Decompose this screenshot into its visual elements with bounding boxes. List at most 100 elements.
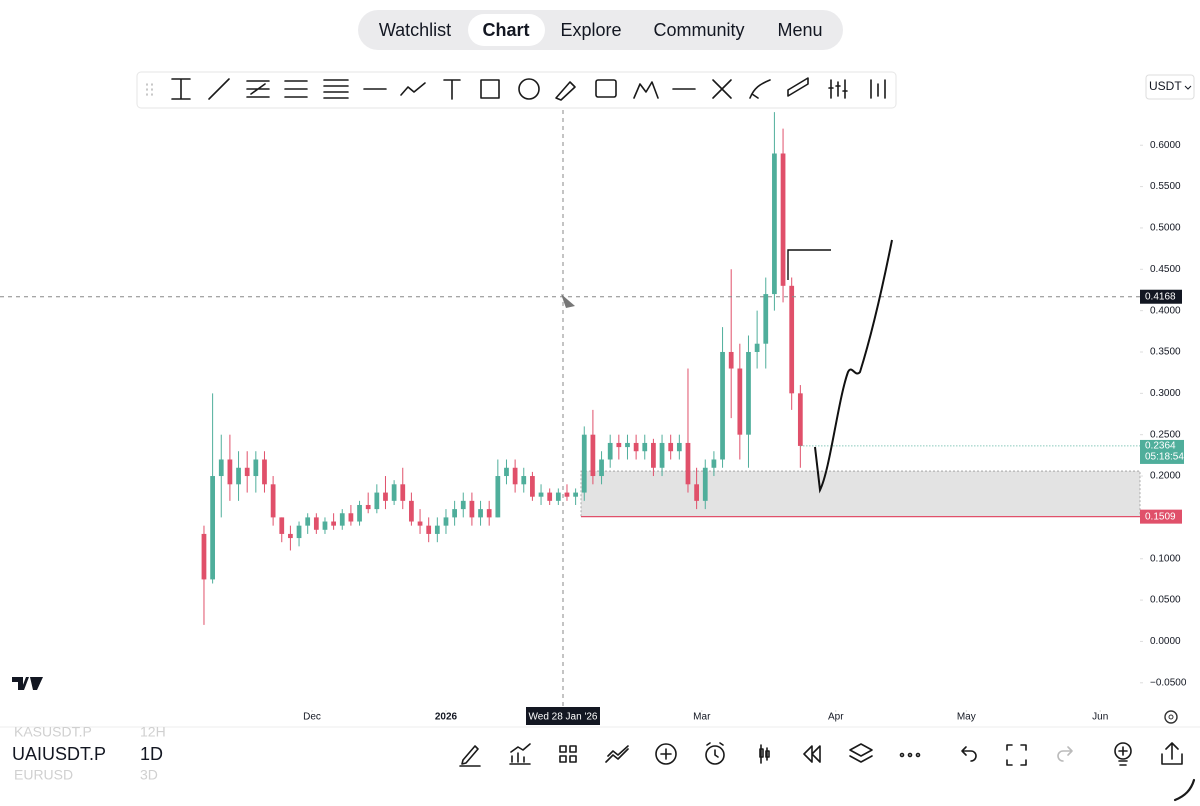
candle-body	[452, 509, 457, 518]
y-tick-label: 0.1000	[1150, 553, 1181, 564]
chart-type-button[interactable]	[759, 744, 770, 764]
currency[interactable]: USDT	[1149, 79, 1182, 93]
y-tick-label: 0.5500	[1150, 181, 1181, 192]
candle-body	[763, 294, 769, 344]
tool[interactable]	[828, 79, 848, 99]
currency-select[interactable]	[1145, 74, 1195, 100]
tool[interactable]	[208, 78, 230, 100]
layout-button[interactable]	[559, 745, 577, 763]
candle-body	[270, 484, 276, 518]
x-tick-label: 2026	[435, 712, 458, 723]
candle-body	[486, 509, 492, 518]
draw-button[interactable]	[459, 745, 481, 767]
candle-body	[607, 442, 613, 460]
fullscreen-button[interactable]	[1006, 744, 1027, 766]
candle-body	[365, 504, 371, 510]
candle-body	[642, 442, 648, 452]
interval[interactable]: 12H	[140, 724, 166, 740]
y-tick-label: 0.0500	[1150, 595, 1181, 606]
last-price: 0.2364	[1145, 441, 1176, 452]
candle-body	[590, 434, 596, 477]
tool[interactable]	[171, 78, 191, 100]
candle-body	[210, 476, 215, 580]
candle-body	[391, 484, 397, 501]
y-tick-label: −0.0500	[1150, 677, 1187, 688]
tool[interactable]	[443, 79, 461, 100]
tool[interactable]	[323, 79, 349, 99]
candle-body	[720, 351, 725, 460]
settings[interactable]	[1164, 710, 1178, 724]
toolbar	[136, 71, 897, 109]
grip	[146, 83, 153, 96]
candle-body	[564, 492, 570, 497]
tool[interactable]	[595, 79, 617, 98]
candle-body	[599, 459, 604, 477]
tool[interactable]	[480, 79, 500, 99]
symbol[interactable]: KASUSDT.P	[14, 724, 92, 740]
interval[interactable]: 3D	[140, 767, 158, 783]
nav-selected	[468, 14, 545, 46]
tool[interactable]	[284, 80, 308, 98]
symbol[interactable]: EURUSD	[14, 767, 73, 783]
tool[interactable]	[870, 79, 886, 99]
candle-body	[434, 525, 440, 534]
candle-body	[676, 442, 682, 452]
candle-body	[383, 492, 388, 501]
y-tick-label: 0.3000	[1150, 388, 1181, 399]
nav-item[interactable]: Explore	[560, 20, 621, 40]
bottom-icons	[459, 742, 1196, 802]
nav-item[interactable]: Menu	[777, 20, 822, 40]
nav-item[interactable]: Chart	[482, 20, 529, 40]
candle-body	[253, 459, 259, 477]
interval[interactable]: 1D	[140, 744, 163, 764]
candle-body	[313, 517, 319, 530]
candle-body	[659, 442, 665, 468]
add-button[interactable]	[655, 743, 677, 765]
candle-body	[296, 525, 302, 539]
tool[interactable]	[787, 77, 809, 97]
redo-button[interactable]	[1057, 746, 1073, 762]
drawing-line	[787, 249, 831, 280]
candle-body	[443, 517, 449, 526]
layers-button[interactable]	[849, 743, 873, 763]
symbol[interactable]: UAIUSDT.P	[12, 744, 106, 764]
tool[interactable]	[749, 79, 771, 99]
candle-body	[400, 484, 406, 501]
ideas-button[interactable]	[1114, 742, 1132, 760]
nav-item[interactable]: Community	[653, 20, 744, 40]
tool[interactable]	[633, 81, 659, 99]
candle-body	[754, 343, 760, 352]
compare-button[interactable]	[605, 745, 629, 763]
undo-button[interactable]	[961, 746, 977, 762]
zone-price: 0.1509	[1145, 511, 1176, 522]
indicator-button[interactable]	[509, 743, 531, 765]
candle-body	[702, 467, 708, 501]
y-tick-label: 0.4500	[1150, 264, 1181, 275]
tool[interactable]	[400, 82, 426, 96]
candle-body	[746, 351, 751, 435]
y-tick-label: 0.6000	[1150, 140, 1181, 151]
candle-body	[780, 153, 786, 286]
tool[interactable]	[518, 78, 540, 100]
nav-item[interactable]: Watchlist	[379, 20, 451, 40]
tool[interactable]	[712, 79, 732, 99]
replay-button[interactable]	[803, 745, 821, 763]
candle-body	[573, 492, 578, 497]
more-button[interactable]	[899, 752, 905, 758]
share-button[interactable]	[1161, 742, 1183, 765]
candle-body	[262, 459, 267, 485]
candle-body	[694, 484, 699, 501]
x-tick-label: Apr	[828, 712, 844, 723]
candle-body	[555, 492, 561, 501]
candle-body	[651, 442, 656, 468]
candle-body	[244, 467, 250, 477]
candle-body	[227, 459, 233, 485]
tool[interactable]	[555, 81, 576, 101]
tool[interactable]	[246, 80, 270, 98]
candle-body	[633, 442, 639, 452]
toolbar-icons	[146, 77, 886, 101]
candle-body	[348, 513, 354, 522]
candle-body	[339, 513, 345, 526]
alert-button[interactable]	[705, 745, 725, 765]
